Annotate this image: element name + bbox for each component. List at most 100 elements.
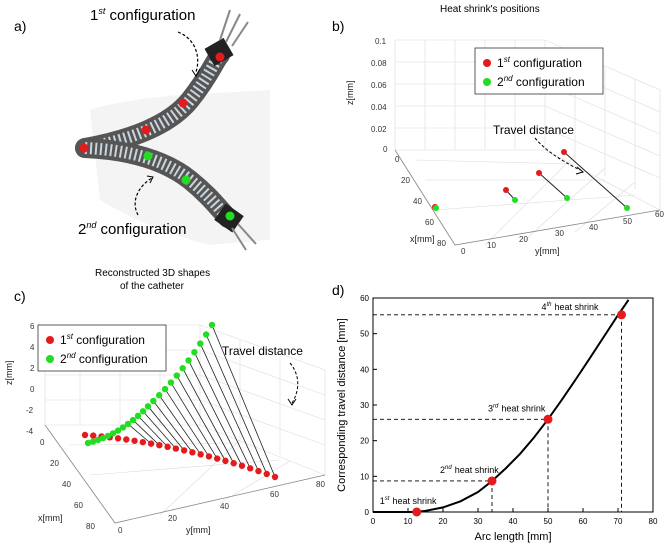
c-red-point xyxy=(189,449,195,455)
svg-text:1st configuration: 1st configuration xyxy=(60,332,145,347)
c-red-point xyxy=(115,435,121,441)
c-green-point xyxy=(209,322,215,328)
svg-text:0.02: 0.02 xyxy=(371,125,387,134)
svg-text:0: 0 xyxy=(383,145,388,154)
c-green-point xyxy=(185,357,191,363)
c-red-point xyxy=(239,463,245,469)
svg-text:-2: -2 xyxy=(26,406,34,415)
c-red-point xyxy=(222,458,228,464)
c-green-point xyxy=(191,349,197,355)
panel-b-legend: 1st configuration 2nd configuration xyxy=(475,48,603,94)
c-green-point xyxy=(197,340,203,346)
c-red-point xyxy=(206,453,212,459)
svg-text:30: 30 xyxy=(555,229,564,238)
d-heat-shrink-point xyxy=(488,476,497,485)
c-green-point xyxy=(130,417,136,423)
svg-text:20: 20 xyxy=(401,176,410,185)
d-ylabel: Corresponding travel distance [mm] xyxy=(336,318,348,492)
panel-b-xlabel: x[mm] xyxy=(410,234,435,244)
svg-text:2: 2 xyxy=(30,364,35,373)
c-green-point xyxy=(135,413,141,419)
panel-c-title-2: of the catheter xyxy=(120,281,184,292)
d-ytick-label: 50 xyxy=(360,330,369,339)
panel-a-label: a) xyxy=(14,18,26,34)
d-xtick-label: 20 xyxy=(439,517,448,526)
svg-text:20: 20 xyxy=(168,514,177,523)
b-green-point xyxy=(624,205,630,211)
svg-text:50: 50 xyxy=(623,217,632,226)
panel-b-plot: 0.1 0.08 0.06 0.04 0.02 0 z[mm] 0 20 40 … xyxy=(335,20,669,260)
svg-text:40: 40 xyxy=(413,197,422,206)
d-ytick-label: 20 xyxy=(360,437,369,446)
svg-text:80: 80 xyxy=(86,522,95,531)
svg-text:0: 0 xyxy=(30,385,35,394)
panel-a-first-label: 1st configuration xyxy=(90,6,195,24)
panel-c-first-shape xyxy=(82,432,278,480)
d-xtick-label: 10 xyxy=(404,517,413,526)
d-xtick-label: 60 xyxy=(579,517,588,526)
d-xtick-label: 0 xyxy=(371,517,376,526)
svg-text:80: 80 xyxy=(316,480,325,489)
c-green-point xyxy=(145,403,151,409)
svg-text:80: 80 xyxy=(437,239,446,248)
svg-text:0.04: 0.04 xyxy=(371,103,387,112)
svg-text:10: 10 xyxy=(487,241,496,250)
c-green-point xyxy=(168,379,174,385)
svg-text:0.06: 0.06 xyxy=(371,81,387,90)
svg-text:0.1: 0.1 xyxy=(375,37,387,46)
c-green-point xyxy=(179,365,185,371)
c-green-point xyxy=(203,331,209,337)
b-red-point xyxy=(503,187,509,193)
c-travel-line xyxy=(165,389,209,456)
c-red-point xyxy=(214,455,220,461)
c-red-point xyxy=(247,465,253,471)
panel-c-legend: 1st configuration 2nd configuration xyxy=(38,325,166,371)
d-ytick-label: 0 xyxy=(365,508,370,517)
d-xtick-label: 70 xyxy=(614,517,623,526)
d-xtick-label: 50 xyxy=(544,517,553,526)
panel-c-yticks: 0 20 40 60 80 xyxy=(118,480,325,535)
c-red-point xyxy=(264,471,270,477)
svg-text:40: 40 xyxy=(62,480,71,489)
d-xtick-label: 80 xyxy=(649,517,658,526)
d-heat-shrink-point xyxy=(412,508,421,517)
panel-c-annotation: Travel distance xyxy=(222,344,303,358)
svg-text:-4: -4 xyxy=(26,427,34,436)
b-green-point xyxy=(433,205,439,211)
panel-d-chart: 0 10 20 30 40 50 60 70 800102030405060 Arc lengt… xyxy=(335,290,669,548)
c-red-point xyxy=(156,442,162,448)
c-red-point xyxy=(173,445,179,451)
svg-text:0: 0 xyxy=(461,247,466,256)
d-ytick-label: 60 xyxy=(360,294,369,303)
panel-b-title: Heat shrink's positions xyxy=(440,4,540,15)
d-ytick-label: 40 xyxy=(360,365,369,374)
svg-text:0: 0 xyxy=(40,438,45,447)
panel-c-zlabel: z[mm] xyxy=(4,361,14,386)
panel-c-title-1: Reconstructed 3D shapes xyxy=(95,268,210,279)
svg-text:40: 40 xyxy=(220,502,229,511)
b-red-point xyxy=(561,149,567,155)
c-red-point xyxy=(181,447,187,453)
panel-c-ylabel: y[mm] xyxy=(186,525,211,535)
svg-text:0: 0 xyxy=(395,155,400,164)
c-red-point xyxy=(230,460,236,466)
svg-text:0.08: 0.08 xyxy=(371,59,387,68)
c-red-point xyxy=(90,432,96,438)
svg-text:60: 60 xyxy=(425,218,434,227)
c-red-point xyxy=(272,474,278,480)
d-xlabel: Arc length [mm] xyxy=(474,531,551,543)
d-ytick-label: 10 xyxy=(360,472,369,481)
d-xtick-label: 40 xyxy=(509,517,518,526)
d-ytick-label: 30 xyxy=(360,401,369,410)
panel-c-zticks: 6 4 2 0 -2 -4 xyxy=(26,322,35,436)
c-red-point xyxy=(164,444,170,450)
c-red-point xyxy=(148,440,154,446)
c-travel-line xyxy=(194,352,250,468)
panel-c-plot: 6 4 2 0 -2 -4 z[mm] 0 20 40 60 80 x[mm] … xyxy=(0,295,335,548)
d-annotation-2: 2nd heat shrink xyxy=(440,465,499,475)
c-red-point xyxy=(123,436,129,442)
c-travel-line xyxy=(200,344,258,472)
panel-b-yticks: 0 10 20 30 40 50 60 xyxy=(461,210,664,256)
c-green-point xyxy=(174,372,180,378)
svg-text:60: 60 xyxy=(74,501,83,510)
